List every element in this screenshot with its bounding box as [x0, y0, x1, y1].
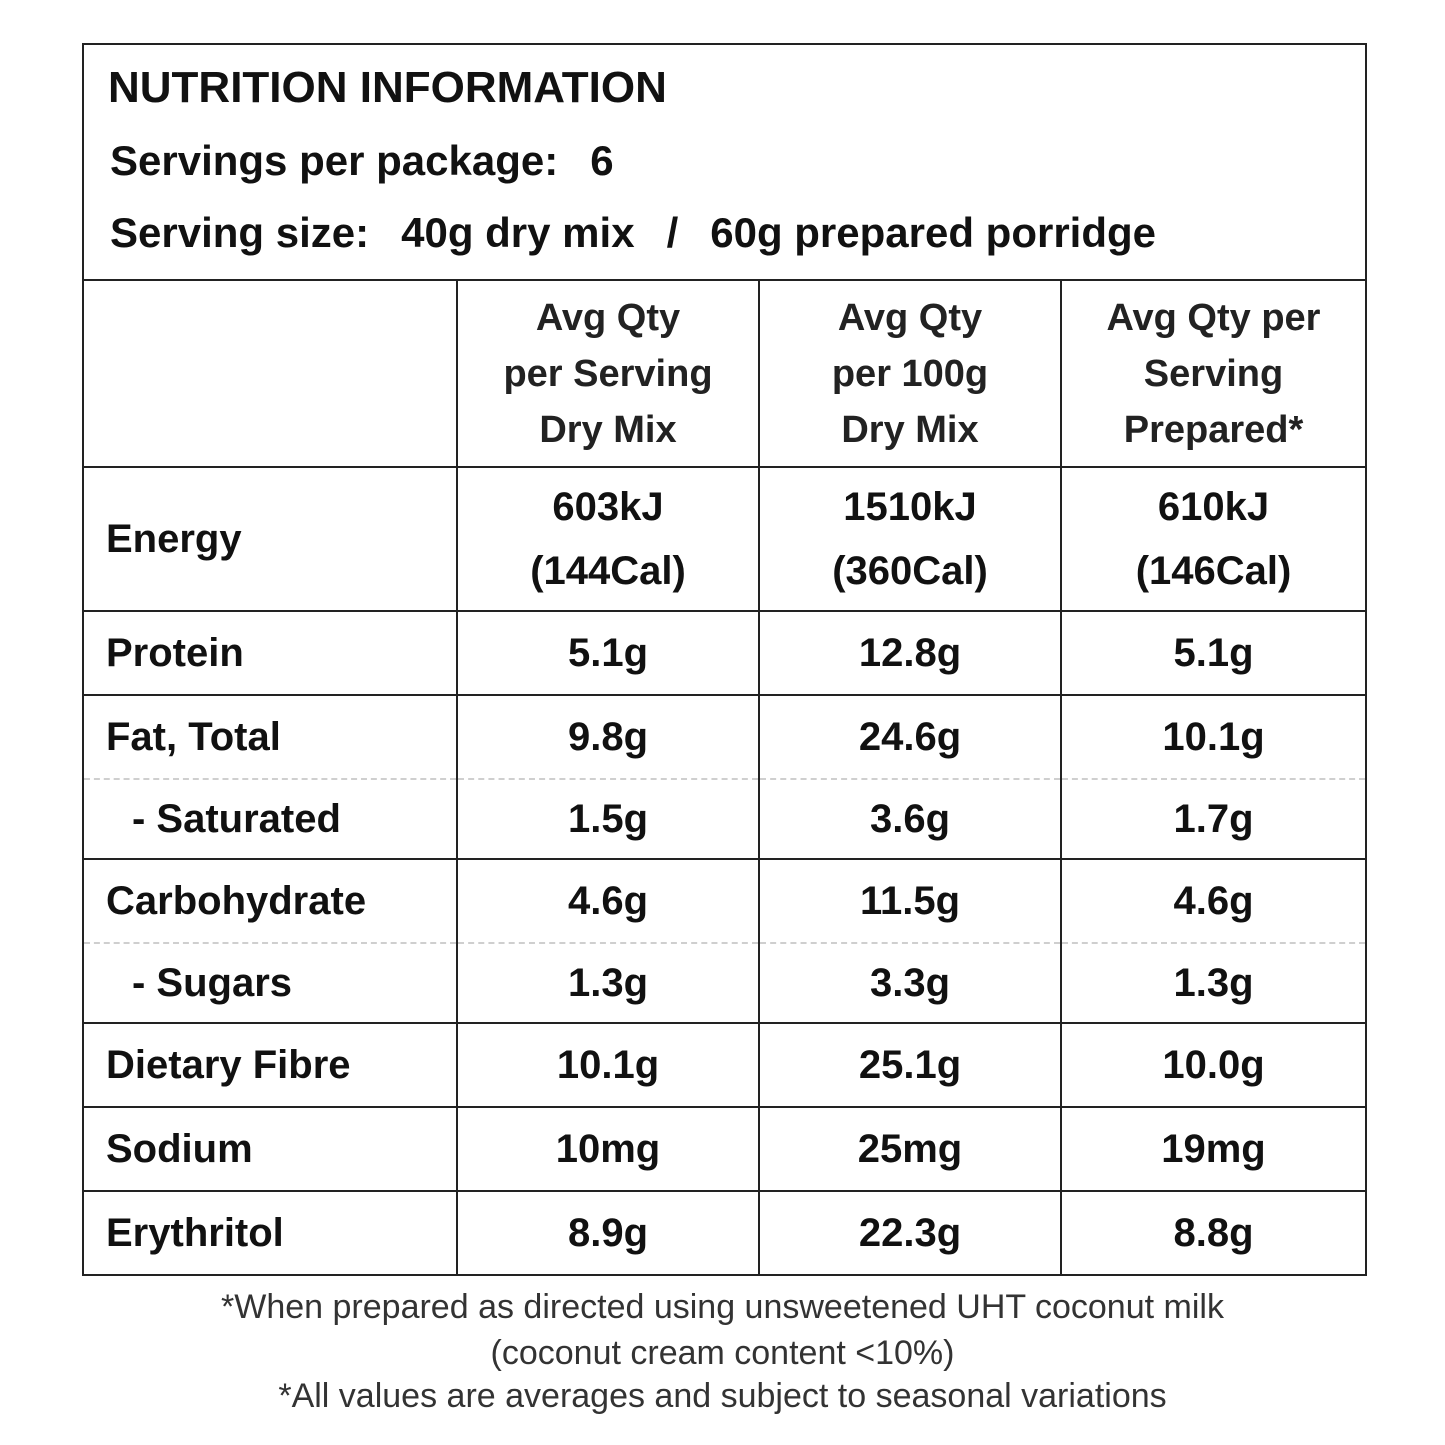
- value-cell: 22.3g: [758, 1191, 1061, 1274]
- table-row-erythritol: Erythritol 8.9g 22.3g 8.8g: [84, 1191, 1365, 1274]
- nutrition-table: Avg Qty per Serving Dry Mix Avg Qty per …: [84, 281, 1365, 1274]
- column-header-per-100g-dry: Avg Qty per 100g Dry Mix: [758, 281, 1061, 467]
- column-header-blank: [84, 281, 457, 467]
- table-row-protein: Protein 5.1g 12.8g 5.1g: [84, 611, 1365, 695]
- column-header-per-serving-prepared: Avg Qty per Serving Prepared*: [1060, 281, 1365, 467]
- value-cell: 10.0g: [1060, 1023, 1365, 1107]
- value-cell: 4.6g: [456, 859, 759, 943]
- value-cell: 1.7g: [1060, 778, 1365, 859]
- value-cell: 4.6g: [1060, 859, 1365, 943]
- column-header-per-serving-dry: Avg Qty per Serving Dry Mix: [456, 281, 759, 467]
- value-cell: 10.1g: [1060, 695, 1365, 779]
- value-cell: 24.6g: [758, 695, 1061, 779]
- table-row-saturated: - Saturated 1.5g 3.6g 1.7g: [84, 778, 1365, 859]
- servings-label: Servings per package:: [110, 137, 559, 184]
- value-cell: 3.6g: [758, 778, 1061, 859]
- serving-size-dry: 40g dry mix: [401, 209, 635, 256]
- row-label: Protein: [106, 630, 244, 675]
- serving-size-prepared: 60g prepared porridge: [710, 209, 1157, 256]
- value-cell: 603kJ (144Cal): [456, 467, 759, 611]
- row-label: Carbohydrate: [106, 878, 367, 923]
- serving-size: Serving size: 40g dry mix / 60g prepared po…: [110, 209, 1156, 257]
- nutrition-header: NUTRITION INFORMATION Servings per packa…: [84, 45, 1365, 281]
- footnote-coconut-cream: (coconut cream content <10%): [490, 1334, 955, 1372]
- value-cell: 19mg: [1060, 1107, 1365, 1191]
- value-cell: 1510kJ (360Cal): [758, 467, 1061, 611]
- value-cell: 10mg: [456, 1107, 759, 1191]
- value-cell: 1.5g: [456, 778, 759, 859]
- row-label: - Sugars: [84, 942, 457, 1023]
- row-label: Sodium: [106, 1126, 253, 1171]
- footnote-averages: *All values are averages and subject to …: [278, 1377, 1167, 1415]
- value-cell: 8.8g: [1060, 1191, 1365, 1274]
- row-label: Fat, Total: [106, 714, 281, 759]
- value-cell: 10.1g: [456, 1023, 759, 1107]
- value-cell: 25mg: [758, 1107, 1061, 1191]
- row-label: Dietary Fibre: [106, 1042, 351, 1087]
- table-row-carbohydrate: Carbohydrate 4.6g 11.5g 4.6g: [84, 859, 1365, 943]
- table-row-sodium: Sodium 10mg 25mg 19mg: [84, 1107, 1365, 1191]
- value-cell: 5.1g: [1060, 611, 1365, 695]
- value-cell: 1.3g: [456, 942, 759, 1023]
- value-cell: 12.8g: [758, 611, 1061, 695]
- panel-title: NUTRITION INFORMATION: [108, 63, 667, 112]
- serving-size-separator: /: [666, 209, 679, 256]
- row-label: Erythritol: [106, 1210, 284, 1255]
- row-label: - Saturated: [84, 778, 457, 859]
- servings-per-package: Servings per package: 6: [110, 137, 614, 185]
- nutrition-panel: NUTRITION INFORMATION Servings per packa…: [82, 43, 1367, 1276]
- table-row-energy: Energy 603kJ (144Cal) 1510kJ (360Cal) 610k…: [84, 467, 1365, 611]
- value-cell: 8.9g: [456, 1191, 759, 1274]
- value-cell: 3.3g: [758, 942, 1061, 1023]
- value-cell: 9.8g: [456, 695, 759, 779]
- serving-size-label: Serving size:: [110, 209, 370, 256]
- column-header-row: Avg Qty per Serving Dry Mix Avg Qty per …: [84, 281, 1365, 467]
- value-cell: 610kJ (146Cal): [1060, 467, 1365, 611]
- table-row-dietary-fibre: Dietary Fibre 10.1g 25.1g 10.0g: [84, 1023, 1365, 1107]
- value-cell: 5.1g: [456, 611, 759, 695]
- footnote-prepared: *When prepared as directed using unsweet…: [221, 1288, 1224, 1326]
- row-label: Energy: [106, 517, 242, 561]
- value-cell: 11.5g: [758, 859, 1061, 943]
- table-row-sugars: - Sugars 1.3g 3.3g 1.3g: [84, 942, 1365, 1023]
- table-row-fat-total: Fat, Total 9.8g 24.6g 10.1g: [84, 695, 1365, 779]
- servings-value: 6: [590, 137, 614, 184]
- value-cell: 25.1g: [758, 1023, 1061, 1107]
- value-cell: 1.3g: [1060, 942, 1365, 1023]
